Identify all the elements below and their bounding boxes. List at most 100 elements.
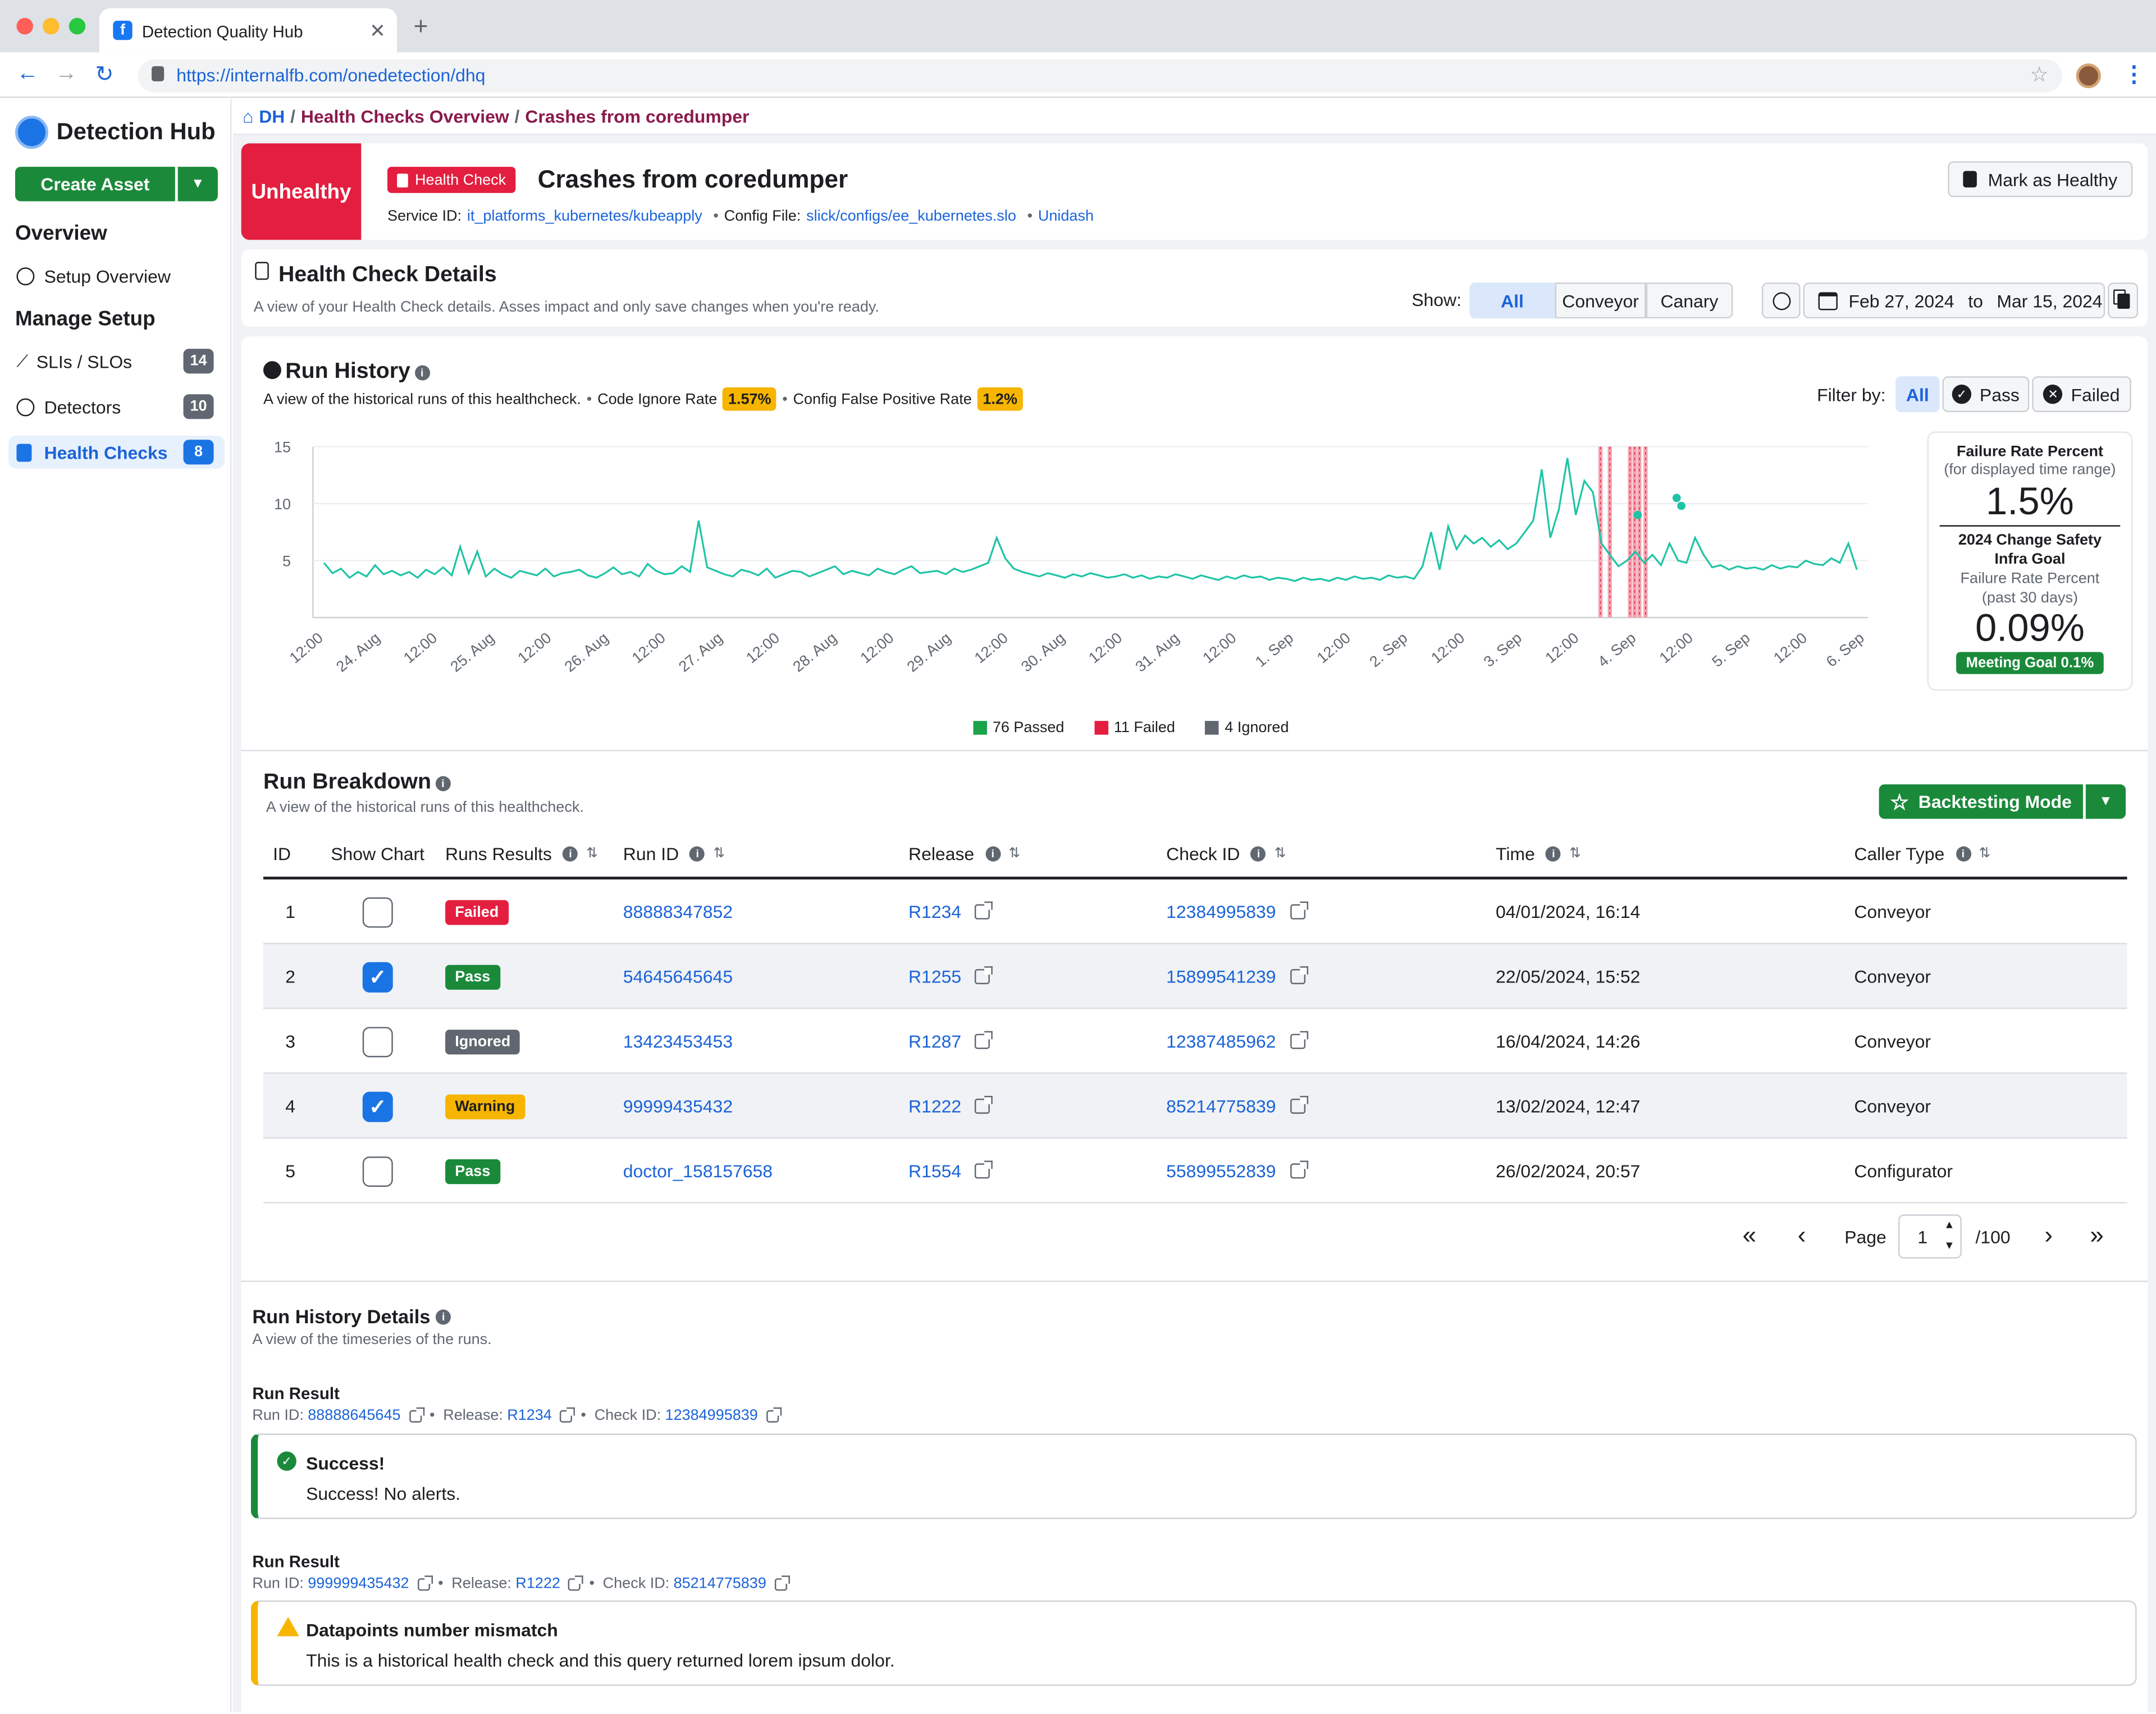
create-asset-dropdown-icon[interactable]: ▼ <box>177 167 218 202</box>
filter-pass-button[interactable]: ✓ Pass <box>1942 376 2030 413</box>
show-chart-checkbox[interactable]: ✓ <box>362 1091 393 1122</box>
create-asset-button[interactable]: Create Asset <box>15 167 175 202</box>
run-id-link[interactable]: doctor_158157658 <box>623 1160 773 1182</box>
info-icon[interactable]: i <box>985 846 1001 862</box>
date-range-picker[interactable]: Feb 27, 2024 to Mar 15, 2024 <box>1803 282 2105 319</box>
external-link-icon[interactable] <box>1290 1160 1308 1179</box>
external-link-icon[interactable] <box>1290 1095 1308 1114</box>
run-id-link[interactable]: 88888645645 <box>308 1407 401 1424</box>
column-check-id[interactable]: Check ID i ⇅ <box>1166 844 1286 865</box>
check-id-link[interactable]: 15899541239 <box>1166 966 1276 987</box>
config-file-link[interactable]: slick/configs/ee_kubernetes.slo <box>806 208 1016 225</box>
external-link-icon[interactable] <box>975 901 993 920</box>
column-release[interactable]: Release i ⇅ <box>908 844 1020 865</box>
new-tab-icon[interactable]: + <box>413 12 428 40</box>
back-icon[interactable]: ← <box>16 62 39 86</box>
first-page-icon[interactable]: « <box>1742 1221 1757 1249</box>
release-link[interactable]: R1554 <box>908 1160 962 1182</box>
external-link-icon[interactable] <box>409 1406 424 1422</box>
show-chart-checkbox[interactable]: ✓ <box>362 961 393 992</box>
external-link-icon[interactable] <box>766 1406 782 1422</box>
sidebar-item-slis-slos[interactable]: ⟋ SLIs / SLOs 14 <box>8 345 225 378</box>
column-time[interactable]: Time i ⇅ <box>1496 844 1581 865</box>
next-page-icon[interactable]: › <box>2044 1221 2053 1249</box>
prev-page-icon[interactable]: ‹ <box>1797 1221 1806 1249</box>
forward-icon[interactable]: → <box>55 62 77 86</box>
sidebar-item-detectors[interactable]: Detectors 10 <box>8 390 225 423</box>
filter-failed-button[interactable]: ✕ Failed <box>2032 376 2131 413</box>
run-id-link[interactable]: 13423453453 <box>623 1031 733 1052</box>
release-link[interactable]: R1234 <box>507 1407 552 1424</box>
external-link-icon[interactable] <box>417 1575 433 1590</box>
check-id-link[interactable]: 12384995839 <box>665 1407 758 1424</box>
sidebar-item-setup-overview[interactable]: Setup Overview <box>8 259 225 292</box>
browser-menu-icon[interactable]: ⋮ <box>2123 63 2145 87</box>
column-runs-results[interactable]: Runs Results i ⇅ <box>445 844 598 865</box>
legend-passed[interactable]: 76 Passed <box>973 720 1064 736</box>
info-icon[interactable]: i <box>1955 846 1971 862</box>
release-link[interactable]: R1222 <box>908 1095 962 1117</box>
copy-icon[interactable] <box>2108 282 2139 319</box>
external-link-icon[interactable] <box>1290 966 1308 985</box>
backtesting-mode-button[interactable]: ☆ Backtesting Mode <box>1879 784 2083 819</box>
show-chart-checkbox[interactable] <box>362 1155 393 1186</box>
minimize-window-icon[interactable] <box>43 17 60 35</box>
check-id-link[interactable]: 12387485962 <box>1166 1031 1276 1052</box>
check-id-link[interactable]: 55899552839 <box>1166 1160 1276 1182</box>
release-link[interactable]: R1287 <box>908 1031 962 1052</box>
mark-as-healthy-button[interactable]: Mark as Healthy <box>1948 161 2133 198</box>
show-all-tab[interactable]: All <box>1469 282 1555 319</box>
clock-icon[interactable] <box>1761 282 1801 319</box>
info-icon[interactable]: i <box>563 846 578 862</box>
service-id-link[interactable]: it_platforms_kubernetes/kubeapply <box>467 208 702 225</box>
home-icon[interactable]: ⌂ <box>243 106 254 127</box>
info-icon[interactable]: i <box>1251 846 1267 862</box>
sort-icon[interactable]: ⇅ <box>713 846 725 862</box>
maximize-window-icon[interactable] <box>68 17 86 35</box>
external-link-icon[interactable] <box>975 966 993 985</box>
run-id-link[interactable]: 88888347852 <box>623 901 733 922</box>
show-canary-tab[interactable]: Canary <box>1646 282 1733 319</box>
bookmark-star-icon[interactable]: ☆ <box>2030 63 2049 87</box>
last-page-icon[interactable]: » <box>2090 1221 2104 1249</box>
sort-icon[interactable]: ⇅ <box>1979 846 1991 862</box>
release-link[interactable]: R1234 <box>908 901 962 922</box>
external-link-icon[interactable] <box>1290 901 1308 920</box>
page-number-input[interactable]: 1 ▲ ▼ <box>1898 1214 1962 1259</box>
run-id-link[interactable]: 54645645645 <box>623 966 733 987</box>
show-chart-checkbox[interactable] <box>362 897 393 927</box>
column-run-id[interactable]: Run ID i ⇅ <box>623 844 725 865</box>
external-link-icon[interactable] <box>975 1160 993 1179</box>
sort-icon[interactable]: ⇅ <box>1274 846 1286 862</box>
unidash-link[interactable]: Unidash <box>1038 208 1094 225</box>
check-id-link[interactable]: 85214775839 <box>1166 1095 1276 1117</box>
check-id-link[interactable]: 12384995839 <box>1166 901 1276 922</box>
filter-all-button[interactable]: All <box>1895 376 1940 413</box>
check-id-link[interactable]: 85214775839 <box>673 1575 766 1592</box>
external-link-icon[interactable] <box>975 1095 993 1114</box>
show-chart-checkbox[interactable] <box>362 1026 393 1057</box>
show-conveyor-tab[interactable]: Conveyor <box>1555 282 1646 319</box>
sort-icon[interactable]: ⇅ <box>1008 846 1021 862</box>
info-icon[interactable]: i <box>435 775 451 791</box>
browser-tab[interactable]: f Detection Quality Hub ✕ <box>99 8 398 53</box>
run-id-link[interactable]: 999999435432 <box>308 1575 409 1592</box>
release-link[interactable]: R1222 <box>515 1575 560 1592</box>
reload-icon[interactable]: ↻ <box>95 63 114 87</box>
external-link-icon[interactable] <box>1290 1031 1308 1049</box>
sort-icon[interactable]: ⇅ <box>1569 846 1581 862</box>
info-icon[interactable]: i <box>414 364 430 380</box>
external-link-icon[interactable] <box>568 1575 584 1590</box>
release-link[interactable]: R1255 <box>908 966 962 987</box>
breadcrumb-health-checks[interactable]: Health Checks Overview <box>300 106 509 127</box>
close-window-icon[interactable] <box>16 17 33 35</box>
sidebar-item-health-checks[interactable]: Health Checks 8 <box>8 435 225 469</box>
legend-ignored[interactable]: 4 Ignored <box>1205 720 1289 736</box>
external-link-icon[interactable] <box>560 1406 575 1422</box>
breadcrumb-root[interactable]: DH <box>259 106 285 127</box>
info-icon[interactable]: i <box>436 1309 451 1324</box>
profile-avatar[interactable] <box>2076 63 2101 89</box>
sort-icon[interactable]: ⇅ <box>586 846 598 862</box>
info-icon[interactable]: i <box>689 846 705 862</box>
backtesting-dropdown-icon[interactable]: ▼ <box>2085 784 2126 819</box>
